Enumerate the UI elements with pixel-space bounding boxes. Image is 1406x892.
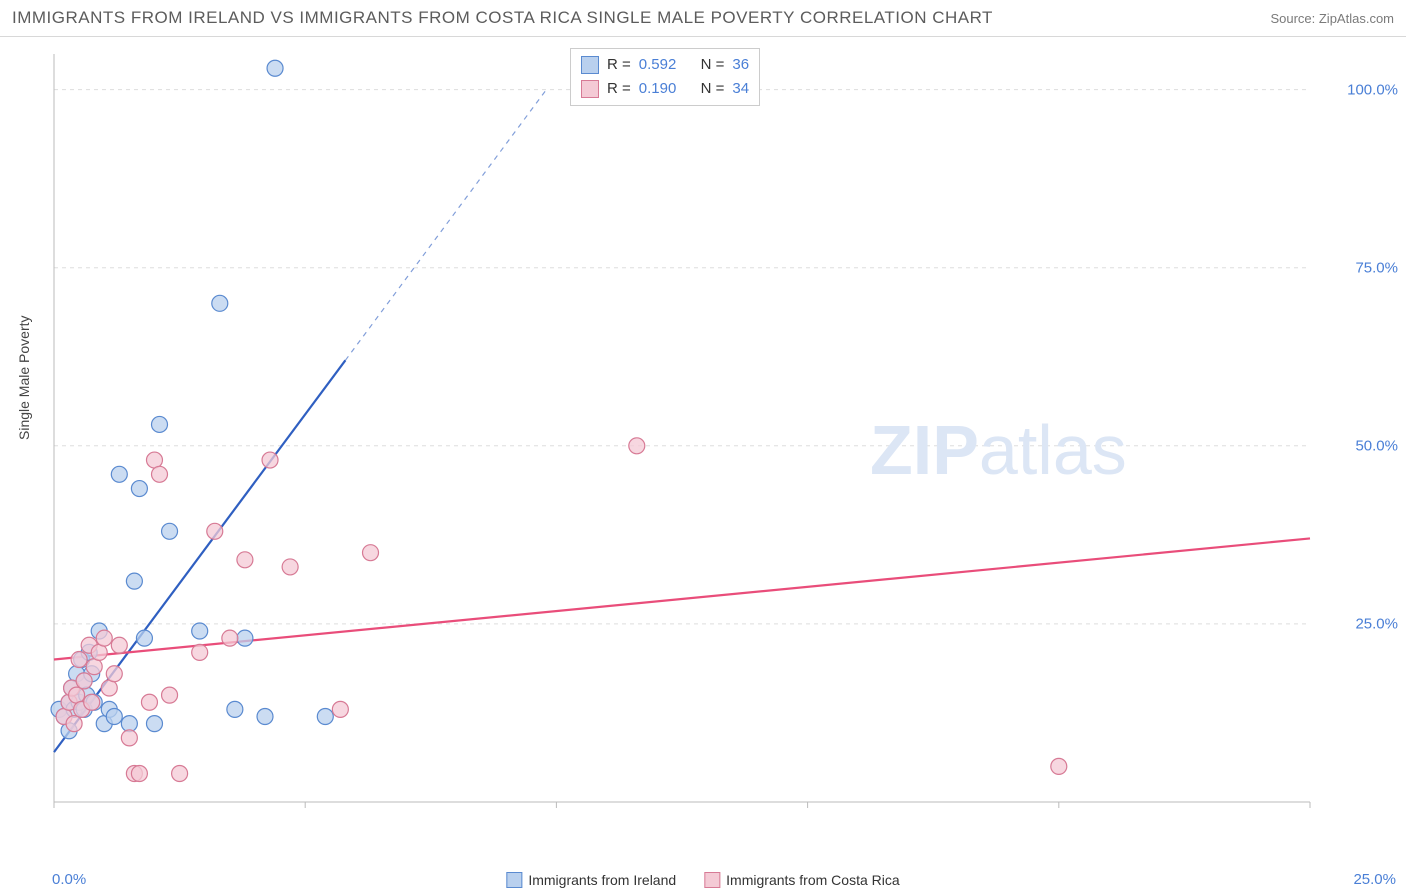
title-bar: IMMIGRANTS FROM IRELAND VS IMMIGRANTS FR… bbox=[0, 0, 1406, 37]
y-tick-label: 100.0% bbox=[1347, 81, 1398, 98]
n-label: N = bbox=[701, 53, 725, 77]
watermark: ZIPatlas bbox=[870, 410, 1127, 490]
stat-row-costarica: R = 0.190 N = 34 bbox=[581, 77, 749, 101]
watermark-bold: ZIP bbox=[870, 411, 979, 489]
r-value-costarica: 0.190 bbox=[639, 77, 677, 101]
swatch-blue-icon bbox=[506, 872, 522, 888]
y-tick-label: 50.0% bbox=[1355, 437, 1398, 454]
swatch-pink-icon bbox=[704, 872, 720, 888]
x-tick-last: 25.0% bbox=[1353, 871, 1396, 888]
y-axis-label: Single Male Poverty bbox=[16, 315, 32, 440]
x-tick-first: 0.0% bbox=[52, 871, 86, 888]
legend-label-ireland: Immigrants from Ireland bbox=[528, 872, 676, 888]
scatter-chart-svg bbox=[50, 44, 1370, 834]
legend-label-costarica: Immigrants from Costa Rica bbox=[726, 872, 899, 888]
bottom-legend: Immigrants from Ireland Immigrants from … bbox=[506, 872, 899, 888]
source-label: Source: ZipAtlas.com bbox=[1270, 11, 1394, 26]
legend-item-costarica: Immigrants from Costa Rica bbox=[704, 872, 899, 888]
n-label: N = bbox=[701, 77, 725, 101]
y-tick-label: 75.0% bbox=[1355, 259, 1398, 276]
chart-title: IMMIGRANTS FROM IRELAND VS IMMIGRANTS FR… bbox=[12, 8, 993, 28]
swatch-pink-icon bbox=[581, 80, 599, 98]
n-value-ireland: 36 bbox=[732, 53, 749, 77]
r-label: R = bbox=[607, 77, 631, 101]
plot-area bbox=[50, 44, 1370, 834]
swatch-blue-icon bbox=[581, 56, 599, 74]
r-label: R = bbox=[607, 53, 631, 77]
legend-item-ireland: Immigrants from Ireland bbox=[506, 872, 676, 888]
watermark-light: atlas bbox=[979, 411, 1127, 489]
y-tick-label: 25.0% bbox=[1355, 615, 1398, 632]
correlation-stats-box: R = 0.592 N = 36 R = 0.190 N = 34 bbox=[570, 48, 760, 106]
n-value-costarica: 34 bbox=[732, 77, 749, 101]
stat-row-ireland: R = 0.592 N = 36 bbox=[581, 53, 749, 77]
r-value-ireland: 0.592 bbox=[639, 53, 677, 77]
